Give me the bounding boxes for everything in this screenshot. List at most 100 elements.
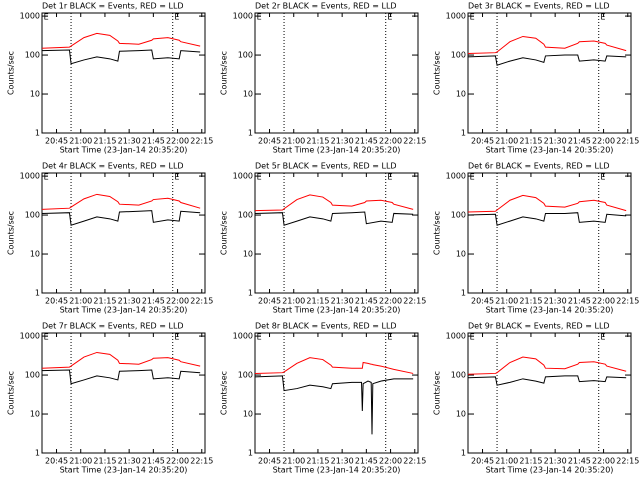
y-axis-label: Counts/sec	[220, 211, 229, 255]
y-tick-label: 10	[456, 250, 466, 259]
x-axis-label: Start Time (23-Jan-14 20:35:20)	[60, 466, 188, 475]
y-tick-label: 10	[30, 250, 40, 259]
event-marker: E	[470, 333, 475, 342]
y-tick-label: 10	[243, 250, 253, 259]
x-tick-label: 21:15	[93, 137, 116, 146]
x-tick-label: 22:15	[190, 137, 213, 146]
x-tick-label: 21:15	[306, 297, 329, 306]
series-line	[254, 211, 414, 226]
x-tick-label: 21:45	[142, 457, 165, 466]
x-tick-label: 21:30	[544, 457, 567, 466]
event-marker: E	[470, 13, 475, 22]
x-tick-label: 21:15	[519, 457, 542, 466]
x-tick-label: 20:45	[258, 297, 281, 306]
plot-frame	[467, 172, 632, 294]
x-tick-label: 21:00	[282, 297, 305, 306]
y-axis-label: Counts/sec	[220, 371, 229, 415]
y-tick-label: 1	[248, 449, 253, 458]
y-axis-label: Counts/sec	[7, 371, 16, 415]
y-tick-label: 100	[25, 371, 40, 380]
event-marker: E	[44, 173, 49, 182]
panel-title: Det 2r BLACK = Events, RED = LLD	[255, 2, 397, 11]
y-tick-label: 100	[451, 371, 466, 380]
plot-frame	[467, 12, 632, 134]
series-line	[254, 357, 414, 374]
x-tick-label: 21:00	[69, 137, 92, 146]
x-tick-label: 22:00	[379, 297, 402, 306]
event-marker: E	[174, 13, 179, 22]
plot-frame	[41, 12, 206, 134]
y-tick-label: 100	[238, 51, 253, 60]
panel-title: Det 8r BLACK = Events, RED = LLD	[255, 322, 397, 331]
y-tick-label: 100	[451, 51, 466, 60]
y-axis-label: Counts/sec	[7, 51, 16, 95]
series-line	[467, 375, 627, 386]
x-tick-label: 22:00	[166, 457, 189, 466]
x-tick-label: 22:00	[379, 137, 402, 146]
y-tick-label: 1	[35, 289, 40, 298]
y-tick-label: 100	[25, 51, 40, 60]
y-axis-label: Counts/sec	[433, 371, 442, 415]
panel-title: Det 4r BLACK = Events, RED = LLD	[42, 162, 184, 171]
series-line	[41, 210, 201, 226]
y-tick-label: 10	[456, 410, 466, 419]
series-line	[41, 351, 201, 369]
y-tick-label: 10	[30, 90, 40, 99]
x-tick-label: 21:45	[142, 297, 165, 306]
x-tick-label: 21:15	[93, 297, 116, 306]
x-tick-label: 21:00	[282, 137, 305, 146]
x-tick-label: 21:45	[142, 137, 165, 146]
x-tick-label: 22:00	[592, 457, 615, 466]
x-tick-label: 22:15	[616, 137, 639, 146]
event-marker: E	[257, 173, 262, 182]
y-tick-label: 1	[248, 289, 253, 298]
y-tick-label: 100	[451, 211, 466, 220]
y-tick-label: 1	[461, 449, 466, 458]
y-tick-label: 100	[25, 211, 40, 220]
x-tick-label: 21:30	[118, 457, 141, 466]
event-marker: E	[44, 13, 49, 22]
x-tick-label: 21:30	[331, 137, 354, 146]
y-tick-label: 10	[243, 410, 253, 419]
panel-title: Det 1r BLACK = Events, RED = LLD	[42, 2, 184, 11]
x-tick-label: 20:45	[471, 137, 494, 146]
panel-title: Det 6r BLACK = Events, RED = LLD	[468, 162, 610, 171]
x-tick-label: 21:15	[306, 137, 329, 146]
x-tick-label: 21:45	[568, 137, 591, 146]
series-line	[467, 54, 627, 66]
x-axis-label: Start Time (23-Jan-14 20:35:20)	[60, 306, 188, 315]
x-tick-label: 21:15	[519, 137, 542, 146]
series-line	[41, 32, 201, 49]
x-axis-label: Start Time (23-Jan-14 20:35:20)	[486, 306, 614, 315]
event-marker: E	[257, 333, 262, 342]
y-tick-label: 10	[243, 90, 253, 99]
x-tick-label: 21:30	[118, 137, 141, 146]
x-tick-label: 22:00	[166, 297, 189, 306]
x-axis-label: Start Time (23-Jan-14 20:35:20)	[273, 466, 401, 475]
event-marker: E	[387, 333, 392, 342]
event-marker: E	[600, 333, 605, 342]
y-tick-label: 1000	[233, 12, 253, 21]
x-tick-label: 22:00	[379, 457, 402, 466]
x-tick-label: 21:00	[69, 297, 92, 306]
series-line	[467, 212, 627, 226]
x-axis-label: Start Time (23-Jan-14 20:35:20)	[273, 306, 401, 315]
plot-frame	[254, 332, 419, 454]
y-tick-label: 1000	[20, 332, 40, 341]
x-axis-label: Start Time (23-Jan-14 20:35:20)	[486, 146, 614, 155]
series-line	[467, 356, 627, 375]
x-tick-label: 21:45	[355, 297, 378, 306]
series-line	[467, 194, 627, 213]
y-tick-label: 1000	[20, 172, 40, 181]
x-tick-label: 20:45	[45, 137, 68, 146]
y-tick-label: 1000	[233, 172, 253, 181]
x-tick-label: 21:45	[568, 297, 591, 306]
x-tick-label: 21:00	[495, 137, 518, 146]
